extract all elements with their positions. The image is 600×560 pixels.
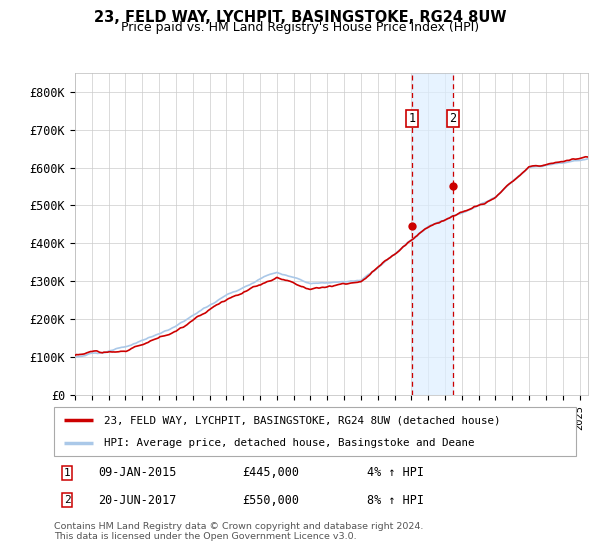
Text: Contains HM Land Registry data © Crown copyright and database right 2024.
This d: Contains HM Land Registry data © Crown c…	[54, 522, 424, 542]
Text: 23, FELD WAY, LYCHPIT, BASINGSTOKE, RG24 8UW (detached house): 23, FELD WAY, LYCHPIT, BASINGSTOKE, RG24…	[104, 416, 500, 426]
Text: 23, FELD WAY, LYCHPIT, BASINGSTOKE, RG24 8UW: 23, FELD WAY, LYCHPIT, BASINGSTOKE, RG24…	[94, 10, 506, 25]
Text: Price paid vs. HM Land Registry's House Price Index (HPI): Price paid vs. HM Land Registry's House …	[121, 21, 479, 34]
Text: £445,000: £445,000	[242, 466, 299, 479]
Text: 4% ↑ HPI: 4% ↑ HPI	[367, 466, 424, 479]
Text: £550,000: £550,000	[242, 494, 299, 507]
Text: 2: 2	[449, 112, 457, 125]
Text: 20-JUN-2017: 20-JUN-2017	[98, 494, 177, 507]
Text: HPI: Average price, detached house, Basingstoke and Deane: HPI: Average price, detached house, Basi…	[104, 438, 474, 448]
Bar	[412, 73, 453, 395]
Text: 8% ↑ HPI: 8% ↑ HPI	[367, 494, 424, 507]
FancyBboxPatch shape	[54, 407, 576, 456]
Text: 1: 1	[64, 468, 70, 478]
Text: 2: 2	[64, 496, 70, 505]
Text: 1: 1	[409, 112, 415, 125]
Text: 09-JAN-2015: 09-JAN-2015	[98, 466, 177, 479]
